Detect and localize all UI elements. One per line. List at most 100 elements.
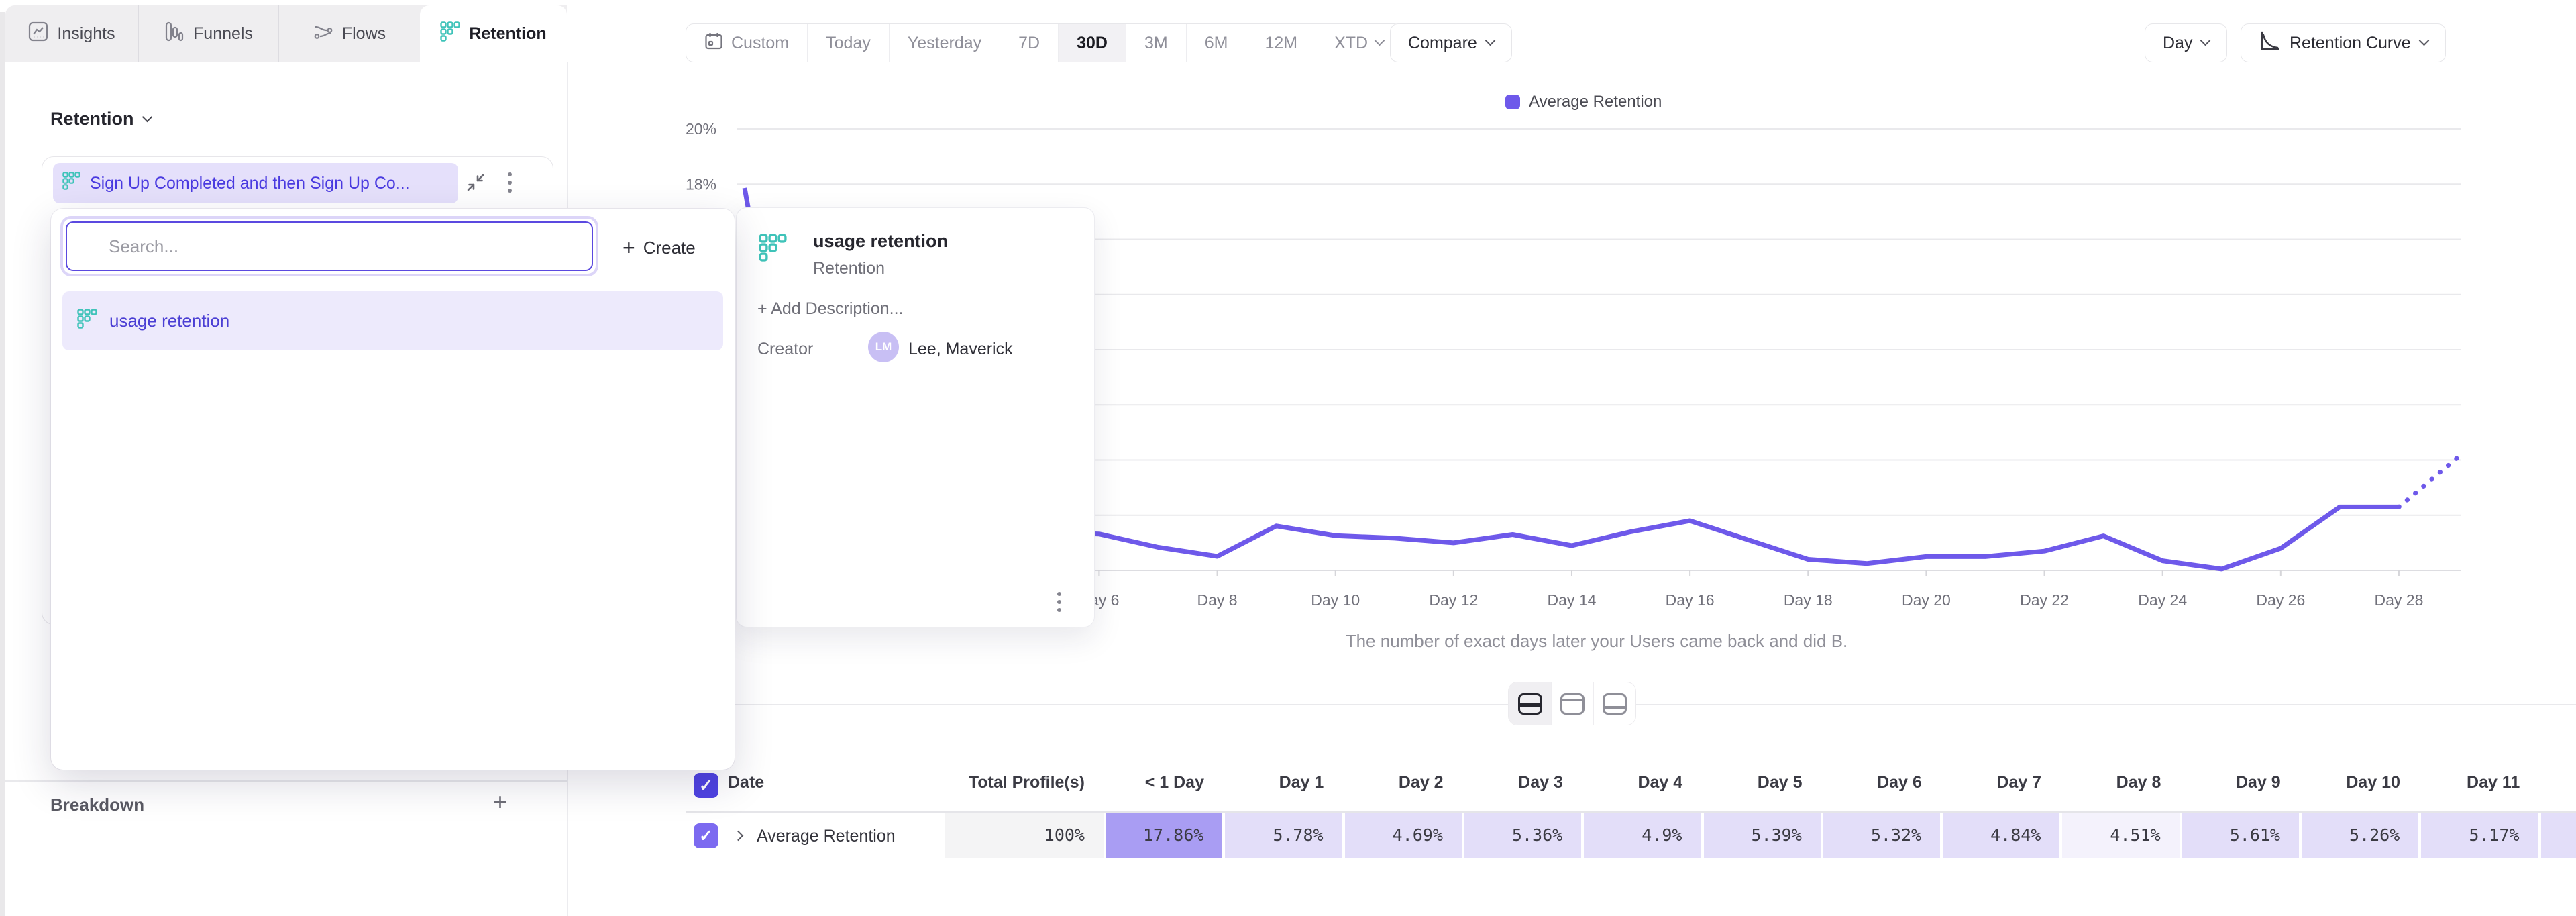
svg-text:Day 14: Day 14 bbox=[1548, 591, 1597, 609]
bottom-panel-icon bbox=[1603, 693, 1627, 715]
svg-text:20%: 20% bbox=[686, 120, 716, 138]
report-title: usage retention bbox=[813, 231, 948, 252]
retention-cell: 5.61% bbox=[2182, 813, 2299, 858]
retention-cell: 5.32% bbox=[1823, 813, 1940, 858]
retention-cell: 5.17% bbox=[2421, 813, 2538, 858]
create-button[interactable]: + Create bbox=[623, 236, 696, 260]
select-all-checkbox[interactable] bbox=[694, 773, 718, 798]
search-result-label: usage retention bbox=[109, 311, 229, 332]
range-6m[interactable]: 6M bbox=[1186, 24, 1246, 62]
total-cell: 100% bbox=[945, 813, 1104, 858]
col-header-day-9: Day 9 bbox=[2180, 773, 2300, 793]
legend-swatch bbox=[1505, 95, 1520, 109]
retention-curve-icon bbox=[2259, 30, 2280, 56]
chart-legend: Average Retention bbox=[1505, 93, 1662, 111]
tab-retention[interactable]: Retention bbox=[420, 5, 567, 62]
col-header-day-7: Day 7 bbox=[1941, 773, 2060, 793]
tab-funnels[interactable]: Funnels bbox=[139, 5, 279, 62]
event-query-pill[interactable]: Sign Up Completed and then Sign Up Co... bbox=[53, 163, 458, 203]
chevron-down-icon bbox=[1375, 36, 1385, 46]
tab-insights-label: Insights bbox=[57, 24, 115, 44]
section-heading-label: Retention bbox=[50, 109, 134, 130]
funnels-icon bbox=[164, 21, 184, 46]
plus-icon: + bbox=[623, 236, 635, 260]
retention-cell: 5.78% bbox=[1225, 813, 1342, 858]
svg-text:Day 8: Day 8 bbox=[1197, 591, 1238, 609]
chart-type-button[interactable]: Retention Curve bbox=[2241, 23, 2446, 62]
retention-cell: 4.51% bbox=[2062, 813, 2179, 858]
range-today[interactable]: Today bbox=[807, 24, 889, 62]
retention-cell: 5.39% bbox=[1704, 813, 1821, 858]
tab-funnels-label: Funnels bbox=[193, 24, 253, 44]
compare-label: Compare bbox=[1408, 34, 1477, 53]
retention-cell bbox=[2541, 813, 2576, 858]
search-input[interactable] bbox=[66, 221, 593, 271]
avatar: LM bbox=[868, 332, 899, 362]
total-column-header: Total Profile(s) bbox=[945, 773, 1104, 793]
col-header-day-10: Day 10 bbox=[2300, 773, 2419, 793]
section-heading[interactable]: Retention bbox=[50, 109, 151, 130]
svg-text:Day 16: Day 16 bbox=[1666, 591, 1715, 609]
range-3m[interactable]: 3M bbox=[1126, 24, 1186, 62]
row-expander-icon[interactable] bbox=[733, 831, 744, 842]
retention-grid-icon bbox=[759, 234, 787, 265]
chart-type-label: Retention Curve bbox=[2290, 34, 2411, 53]
retention-cell: 4.9% bbox=[1584, 813, 1701, 858]
preview-kebab-menu-icon[interactable] bbox=[1057, 592, 1061, 612]
col-header--1-day: < 1 Day bbox=[1104, 773, 1223, 793]
compare-button[interactable]: Compare bbox=[1390, 23, 1512, 62]
retention-grid-icon bbox=[62, 172, 80, 195]
range-12m[interactable]: 12M bbox=[1246, 24, 1316, 62]
legend-label: Average Retention bbox=[1529, 93, 1662, 111]
date-range-group: CustomTodayYesterday7D30D3M6M12MXTD bbox=[686, 23, 1402, 62]
layout-chart-toggle[interactable] bbox=[1551, 682, 1593, 725]
svg-text:Day 18: Day 18 bbox=[1784, 591, 1833, 609]
retention-cell: 4.84% bbox=[1943, 813, 2059, 858]
event-query-label: Sign Up Completed and then Sign Up Co... bbox=[90, 174, 410, 193]
row-checkbox[interactable] bbox=[694, 823, 718, 848]
retention-grid-icon bbox=[440, 21, 460, 46]
add-breakdown-button[interactable]: + bbox=[493, 788, 507, 816]
retention-grid-icon bbox=[77, 309, 97, 334]
search-result-usage-retention[interactable]: usage retention bbox=[62, 291, 723, 350]
svg-text:Day 20: Day 20 bbox=[1902, 591, 1951, 609]
chevron-down-icon bbox=[1485, 36, 1496, 46]
retention-cell: 5.36% bbox=[1464, 813, 1581, 858]
granularity-button[interactable]: Day bbox=[2145, 23, 2227, 62]
collapse-icon[interactable] bbox=[465, 172, 486, 197]
svg-text:Day 26: Day 26 bbox=[2256, 591, 2305, 609]
query-kebab-menu-icon[interactable] bbox=[508, 172, 512, 193]
range-custom[interactable]: Custom bbox=[686, 24, 807, 62]
svg-text:Day 24: Day 24 bbox=[2138, 591, 2187, 609]
svg-text:Day 22: Day 22 bbox=[2020, 591, 2069, 609]
col-header-day-2: Day 2 bbox=[1343, 773, 1462, 793]
add-description-button[interactable]: + Add Description... bbox=[757, 299, 903, 319]
date-column-header: Date bbox=[728, 773, 764, 793]
report-type: Retention bbox=[813, 259, 885, 278]
range-30d[interactable]: 30D bbox=[1058, 24, 1126, 62]
search-focus-ring bbox=[60, 216, 598, 276]
tab-flows-label: Flows bbox=[342, 24, 386, 44]
report-preview-card: usage retention Retention + Add Descript… bbox=[736, 207, 1095, 627]
layout-split-toggle[interactable] bbox=[1509, 682, 1551, 725]
range-7d[interactable]: 7D bbox=[1000, 24, 1058, 62]
split-view-icon bbox=[1518, 693, 1542, 715]
layout-table-toggle[interactable] bbox=[1593, 682, 1635, 725]
retention-cell: 4.69% bbox=[1345, 813, 1462, 858]
report-type-tabbar: Insights Funnels Flows Retention bbox=[5, 5, 567, 62]
range-yesterday[interactable]: Yesterday bbox=[889, 24, 1000, 62]
layout-toggle-group bbox=[1508, 682, 1636, 725]
svg-text:Day 28: Day 28 bbox=[2375, 591, 2424, 609]
granularity-label: Day bbox=[2163, 34, 2192, 53]
range-xtd[interactable]: XTD bbox=[1316, 24, 1401, 62]
col-header-day-3: Day 3 bbox=[1462, 773, 1582, 793]
flows-icon bbox=[313, 21, 333, 46]
insights-icon bbox=[28, 21, 48, 46]
row-label: Average Retention bbox=[757, 827, 896, 846]
calendar-icon bbox=[704, 32, 723, 55]
top-panel-icon bbox=[1560, 693, 1585, 715]
tab-insights[interactable]: Insights bbox=[5, 5, 139, 62]
tab-flows[interactable]: Flows bbox=[279, 5, 420, 62]
chevron-down-icon bbox=[142, 111, 152, 122]
chart-caption: The number of exact days later your User… bbox=[738, 631, 2455, 652]
